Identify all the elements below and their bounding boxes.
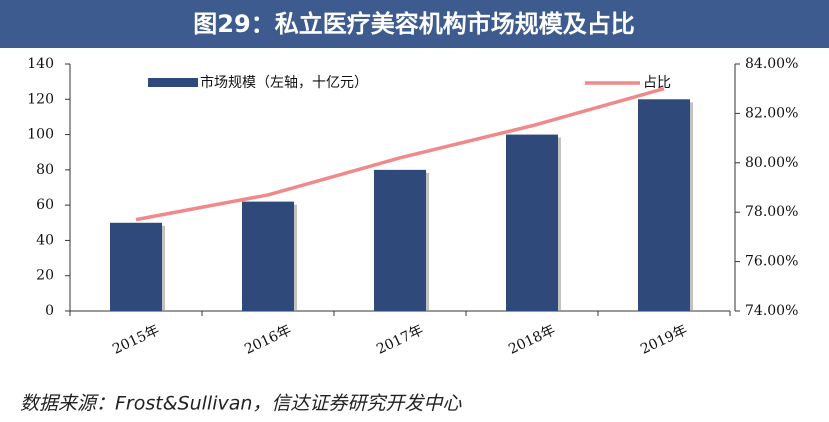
y-tick-label: 20 xyxy=(36,268,54,284)
y2-tick-label: 82.00% xyxy=(745,105,798,121)
x-tick-label: 2016年 xyxy=(242,322,294,357)
y-tick-label: 60 xyxy=(36,197,54,213)
legend-swatch xyxy=(148,78,198,87)
y-tick-label: 140 xyxy=(27,56,54,72)
y-tick-label: 0 xyxy=(45,303,54,319)
y2-tick-label: 76.00% xyxy=(745,254,798,270)
bar xyxy=(506,134,558,311)
legend-label: 占比 xyxy=(643,75,671,91)
source-note: 数据来源：Frost&Sullivan，信达证券研究开发中心 xyxy=(20,393,462,415)
title-banner xyxy=(0,0,829,48)
legend-label: 市场规模（左轴，十亿元） xyxy=(200,74,368,91)
bar xyxy=(374,169,426,311)
bar xyxy=(638,99,690,312)
x-tick-label: 2018年 xyxy=(506,322,558,357)
chart-title: 图29：私立医疗美容机构市场规模及占比 xyxy=(193,10,634,38)
y-tick-label: 80 xyxy=(36,162,54,178)
line xyxy=(135,87,665,222)
x-tick-label: 2019年 xyxy=(638,322,690,357)
y2-tick-label: 78.00% xyxy=(745,204,798,220)
y2-tick-label: 84.00% xyxy=(745,56,798,72)
x-tick-label: 2015年 xyxy=(110,322,162,357)
bar xyxy=(242,201,294,311)
y2-tick-label: 80.00% xyxy=(745,155,798,171)
y-tick-label: 100 xyxy=(27,127,54,143)
x-tick-label: 2017年 xyxy=(374,322,426,357)
bar xyxy=(110,222,162,311)
y2-tick-label: 74.00% xyxy=(745,303,798,319)
y-tick-label: 40 xyxy=(36,232,54,248)
y-tick-label: 120 xyxy=(27,91,54,107)
